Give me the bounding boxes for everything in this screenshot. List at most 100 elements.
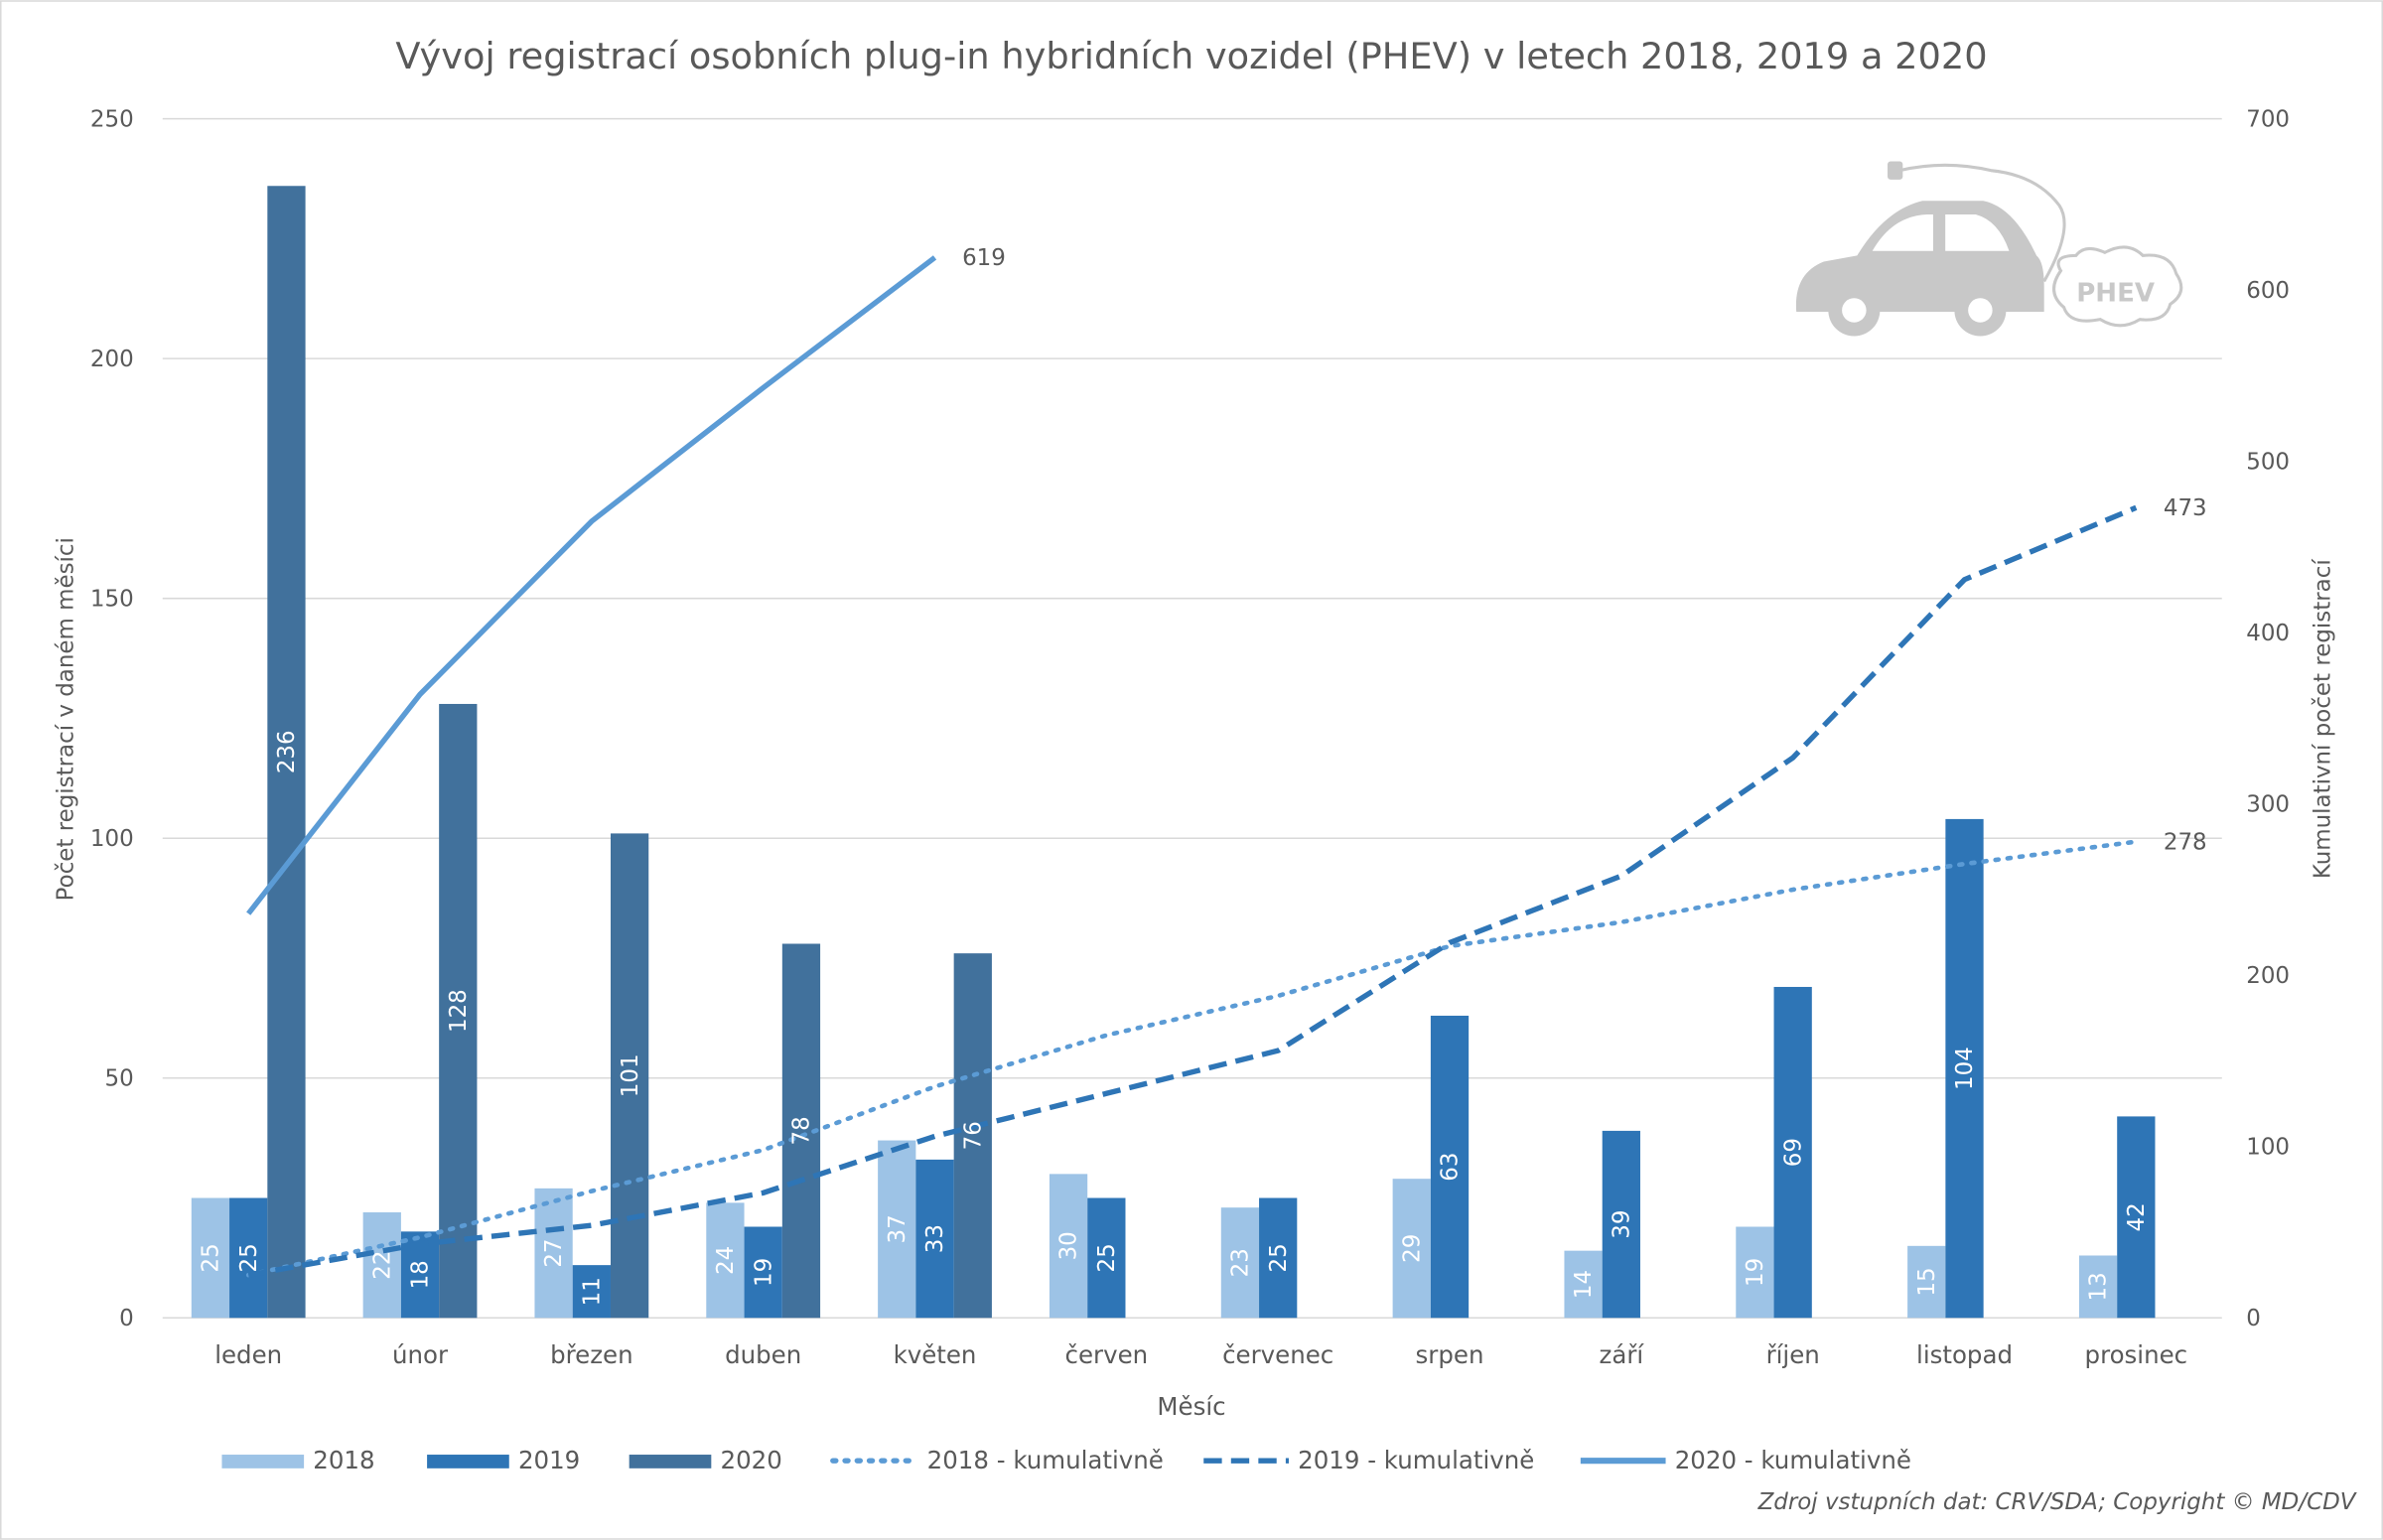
bar-2018 [1049,1174,1088,1319]
bar-2018 [706,1202,745,1319]
y-axis-title: Počet registrací v daném měsíci [53,537,78,901]
x-axis-title: Měsíc [1157,1392,1225,1421]
y2-tick-label: 300 [2246,791,2290,817]
bar-2019 [744,1226,782,1319]
bar-data-label: 25 [236,1243,262,1272]
bar-data-label: 25 [199,1243,224,1272]
bar-data-label: 69 [1780,1138,1806,1167]
chart-title: Vývoj registrací osobních plug-in hybrid… [395,35,1987,77]
bar-2019 [1087,1197,1126,1319]
y-tick-label: 250 [90,106,134,132]
source-note: Zdroj vstupních dat: CRV/SDA; Copyright … [1757,1489,2358,1515]
bar-data-label: 14 [1571,1270,1597,1299]
bar-data-label: 42 [2124,1202,2150,1231]
legend-label: 2019 - kumulativně [1298,1446,1534,1474]
bar-2018 [1564,1250,1603,1319]
x-tick-label: červen [1065,1340,1149,1369]
bar-2019 [229,1197,268,1319]
bar-data-label: 15 [1914,1267,1940,1296]
bar-2018 [1736,1226,1774,1319]
x-tick-label: duben [725,1340,801,1369]
bar-data-label: 19 [751,1258,776,1287]
bar-data-label: 37 [885,1214,911,1243]
y2-tick-label: 600 [2246,278,2290,304]
bar-2020 [953,953,992,1319]
bar-2020 [610,833,649,1319]
x-tick-label: září [1599,1340,1644,1369]
bar-data-label: 13 [2086,1272,2112,1301]
bar-data-label: 236 [274,730,300,773]
bar-2018 [534,1188,573,1319]
y-tick-label: 150 [90,586,134,612]
bar-2018 [878,1140,916,1319]
bar-2019 [2117,1116,2156,1319]
bar-data-label: 39 [1609,1209,1634,1238]
bar-data-label: 33 [922,1224,948,1253]
y2-tick-label: 100 [2246,1134,2290,1160]
line-end-label: 619 [962,245,1006,271]
legend-swatch [629,1455,712,1469]
legend-swatch [221,1455,305,1469]
bar-2018 [1907,1245,1946,1319]
bar-data-label: 128 [446,989,472,1033]
bar-data-label: 19 [1743,1258,1768,1287]
bar-data-label: 11 [580,1277,606,1306]
y2-tick-label: 200 [2246,963,2290,989]
x-tick-label: prosinec [2085,1340,2188,1369]
legend-label: 2020 - kumulativně [1675,1446,1911,1474]
bar-2020 [439,703,478,1319]
bar-data-label: 78 [789,1116,815,1145]
legend-label: 2020 [721,1446,782,1474]
x-tick-label: březen [550,1340,633,1369]
y-tick-label: 100 [90,826,134,852]
bar-data-label: 22 [369,1251,395,1280]
y2-tick-label: 400 [2246,621,2290,646]
y-tick-label: 50 [105,1065,134,1091]
bar-data-label: 18 [408,1260,434,1289]
bar-2020 [267,186,306,1319]
bar-data-label: 101 [618,1053,643,1097]
legend-label: 2018 - kumulativně [927,1446,1164,1474]
x-tick-label: srpen [1416,1340,1484,1369]
y2-axis-title: Kumulativní počet registrací [2310,559,2335,880]
y2-tick-label: 700 [2246,106,2290,132]
bar-2019 [915,1159,954,1319]
bar-data-label: 29 [1399,1234,1425,1263]
bar-2019 [1773,986,1812,1319]
bar-data-label: 23 [1228,1248,1254,1277]
bar-2018 [1392,1179,1431,1319]
bar-data-label: 25 [1266,1243,1292,1272]
x-tick-label: červenec [1222,1340,1333,1369]
line-end-label: 278 [2164,829,2207,855]
bar-data-label: 104 [1952,1047,1978,1090]
bar-2018 [191,1197,230,1319]
legend-label: 2018 [313,1446,374,1474]
x-tick-label: leden [214,1340,282,1369]
svg-text:PHEV: PHEV [2076,278,2155,308]
bar-2019 [1945,818,1984,1319]
line-2020-kumulativně [246,255,937,915]
x-tick-label: říjen [1766,1340,1820,1369]
bar-data-label: 30 [1056,1231,1082,1260]
bar-2019 [1259,1197,1298,1319]
bar-2018 [1220,1207,1260,1319]
bar-2019 [572,1265,611,1319]
bar-2019 [1602,1130,1640,1319]
bar-2018 [2078,1255,2118,1319]
x-tick-label: listopad [1916,1340,2013,1369]
y-tick-label: 0 [119,1306,134,1331]
line-2019-kumulativně [247,504,2138,1278]
y-tick-label: 200 [90,347,134,372]
line-end-label: 473 [2164,495,2207,521]
phev-car-logo: PHEV [1795,161,2183,337]
bar-data-label: 76 [960,1121,986,1150]
x-tick-label: květen [894,1340,977,1369]
bar-data-label: 24 [713,1246,739,1275]
legend-label: 2019 [518,1446,580,1474]
bar-data-label: 25 [1094,1243,1120,1272]
bar-data-label: 63 [1438,1153,1464,1182]
y2-tick-label: 0 [2246,1306,2261,1331]
bar-data-label: 27 [541,1238,567,1267]
bar-2018 [362,1212,401,1319]
